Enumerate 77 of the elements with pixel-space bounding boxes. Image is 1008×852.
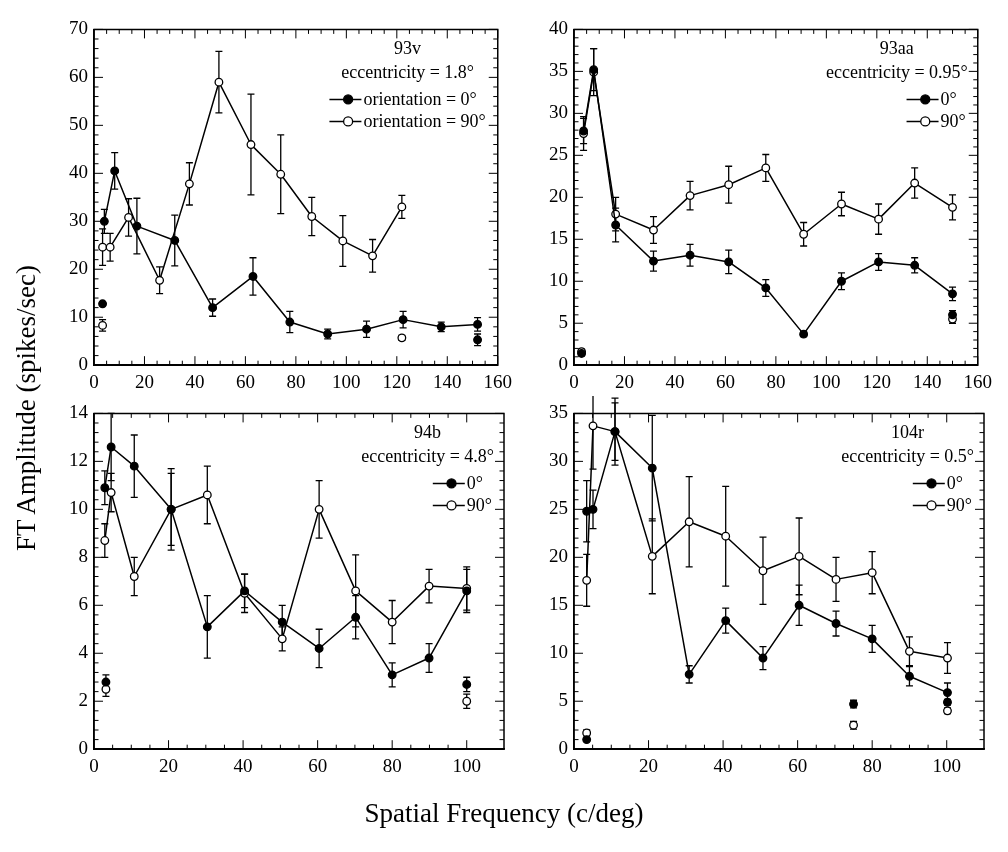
y-tick-label: 30 [69, 209, 88, 231]
y-axis-title: FT Amplitude (spikes/sec) [10, 265, 42, 551]
x-tick-label: 100 [452, 754, 481, 776]
x-tick-label: 60 [308, 754, 328, 776]
x-tick-label: 120 [862, 370, 892, 392]
x-tick-label: 20 [159, 754, 179, 776]
y-tick-label: 0 [558, 353, 568, 375]
y-tick-label: 2 [78, 689, 88, 711]
x-tick-label: 80 [862, 754, 882, 776]
text: 94b [414, 422, 442, 443]
legend-label: 0° [466, 473, 483, 494]
text: 93aa [879, 38, 914, 59]
y-tick-label: 60 [69, 65, 88, 87]
text: eccentricity = 4.8° [361, 446, 494, 467]
legend-label: 0° [946, 473, 963, 494]
y-tick-label: 35 [549, 401, 568, 423]
y-tick-label: 40 [549, 17, 568, 39]
x-tick-label: 40 [713, 754, 733, 776]
legend-label: 0° [940, 89, 957, 110]
y-tick-label: 25 [549, 143, 568, 165]
y-tick-label: 0 [558, 737, 568, 759]
x-tick-label: 60 [715, 370, 735, 392]
x-tick-label: 80 [286, 370, 306, 392]
text: eccentricity = 0.95° [825, 62, 968, 83]
x-tick-label: 140 [913, 370, 942, 392]
x-tick-label: 120 [382, 370, 412, 392]
legend-label: 90° [940, 111, 966, 132]
y-tick-label: 25 [549, 497, 568, 519]
y-tick-label: 50 [69, 113, 88, 135]
y-tick-label: 0 [78, 737, 88, 759]
y-tick-label: 20 [549, 185, 568, 207]
y-tick-label: 30 [549, 101, 568, 123]
y-tick-label: 30 [549, 449, 568, 471]
y-tick-label: 15 [549, 593, 568, 615]
legend-label: orientation = 90° [363, 111, 486, 132]
legend-label: orientation = 0° [363, 89, 477, 110]
legend-label: 90° [946, 495, 972, 516]
y-tick-label: 8 [78, 545, 88, 567]
legend-label: 90° [466, 495, 492, 516]
y-tick-label: 20 [549, 545, 568, 567]
y-tick-label: 10 [69, 305, 88, 327]
y-tick-label: 15 [549, 227, 568, 249]
y-tick-label: 4 [78, 641, 89, 663]
x-tick-label: 80 [766, 370, 786, 392]
x-tick-label: 20 [614, 370, 634, 392]
x-tick-label: 100 [332, 370, 361, 392]
y-tick-label: 0 [78, 353, 88, 375]
y-tick-label: 70 [69, 17, 88, 39]
text: eccentricity = 0.5° [841, 446, 974, 467]
x-tick-label: 160 [963, 370, 992, 392]
x-tick-label: 80 [382, 754, 402, 776]
y-tick-label: 5 [558, 311, 568, 333]
y-tick-label: 10 [549, 269, 568, 291]
x-tick-label: 100 [812, 370, 841, 392]
x-axis-title: Spatial Frequency (c/deg) [363, 798, 645, 829]
y-tick-label: 10 [69, 497, 88, 519]
y-tick-label: 14 [69, 401, 89, 423]
text: 93v [394, 38, 422, 59]
x-tick-label: 40 [233, 754, 253, 776]
x-tick-label: 60 [235, 370, 255, 392]
y-tick-label: 20 [69, 257, 88, 279]
x-tick-label: 40 [185, 370, 205, 392]
y-tick-label: 35 [549, 59, 568, 81]
x-tick-label: 100 [932, 754, 961, 776]
y-tick-label: 6 [78, 593, 88, 615]
x-tick-label: 40 [665, 370, 685, 392]
x-tick-label: 160 [483, 370, 512, 392]
text: eccentricity = 1.8° [341, 62, 474, 83]
y-tick-label: 5 [558, 689, 568, 711]
text: 104r [891, 422, 925, 443]
x-tick-label: 140 [433, 370, 462, 392]
x-tick-label: 20 [134, 370, 154, 392]
y-tick-label: 40 [69, 161, 88, 183]
y-tick-label: 12 [69, 449, 88, 471]
y-tick-label: 10 [549, 641, 568, 663]
x-tick-label: 20 [639, 754, 659, 776]
x-tick-label: 60 [788, 754, 808, 776]
